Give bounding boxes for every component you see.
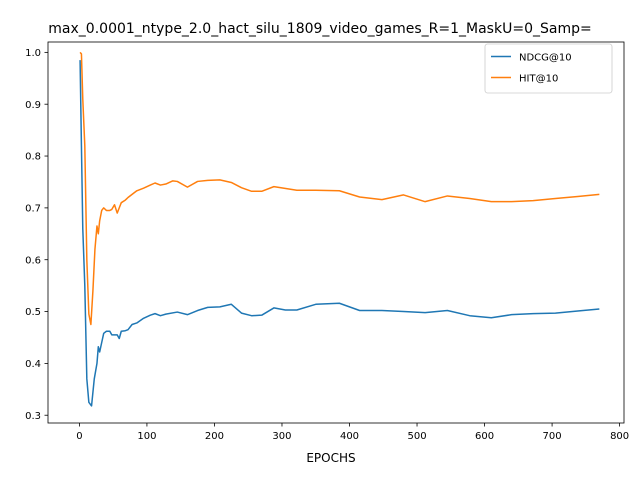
y-tick-label: 0.3 xyxy=(25,411,41,422)
x-tick-label: 800 xyxy=(610,431,629,442)
legend: NDCG@10 HIT@10 xyxy=(484,43,613,94)
legend-label-1: NDCG@10 xyxy=(519,53,572,64)
plot-frame xyxy=(47,41,625,424)
x-tick-label: 500 xyxy=(407,431,426,442)
y-tick-label: 0.9 xyxy=(25,100,41,111)
y-tick-label: 0.7 xyxy=(25,203,41,214)
x-tick-label: 0 xyxy=(76,431,82,442)
series-line-1 xyxy=(79,60,600,407)
x-tick-label: 200 xyxy=(205,431,224,442)
y-tick-label: 0.6 xyxy=(25,255,41,266)
y-tick-label: 0.5 xyxy=(25,307,41,318)
y-tick-label: 1.0 xyxy=(25,48,41,59)
x-tick-label: 300 xyxy=(272,431,291,442)
y-tick-label: 0.4 xyxy=(25,359,41,370)
x-axis: 0 100 200 300 400 500 600 700 800 xyxy=(76,423,629,442)
x-tick-label: 100 xyxy=(137,431,156,442)
plot-area xyxy=(47,41,625,424)
x-axis-label: EPOCHS xyxy=(306,451,355,465)
series-line-2 xyxy=(79,51,600,326)
x-tick-label: 700 xyxy=(543,431,562,442)
legend-box xyxy=(484,43,613,94)
y-axis: 0.3 0.4 0.5 0.6 0.7 0.8 0.9 1.0 xyxy=(25,48,48,422)
x-tick-label: 600 xyxy=(475,431,494,442)
x-tick-label: 400 xyxy=(340,431,359,442)
legend-label-2: HIT@10 xyxy=(519,74,558,85)
y-tick-label: 0.8 xyxy=(25,152,41,163)
chart-title: max_0.0001_ntype_2.0_hact_silu_1809_vide… xyxy=(48,21,591,37)
